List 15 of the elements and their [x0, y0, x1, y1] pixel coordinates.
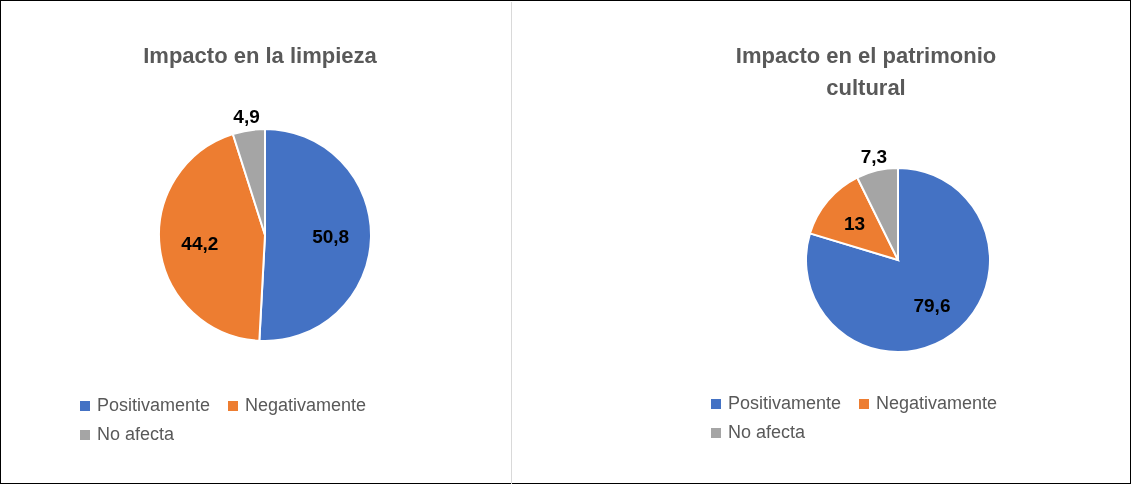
legend-label: Negativamente: [876, 393, 998, 414]
legend-label: No afecta: [97, 424, 175, 445]
data-label: 4,9: [233, 105, 260, 127]
data-label: 44,2: [181, 232, 219, 254]
data-label: 79,6: [913, 295, 951, 317]
data-label: 13: [843, 212, 866, 234]
legend-label: No afecta: [728, 422, 806, 443]
legend-label: Positivamente: [97, 395, 211, 416]
data-label: 50,8: [312, 226, 350, 248]
chart-title: Impacto en la limpieza: [142, 42, 378, 70]
legend-label: Positivamente: [728, 393, 842, 414]
pie-slice: [805, 167, 991, 353]
data-label: 7,3: [860, 146, 888, 168]
chart-title: Impacto en el patrimonio cultural: [734, 42, 998, 102]
legend-label: Negativamente: [245, 395, 367, 416]
